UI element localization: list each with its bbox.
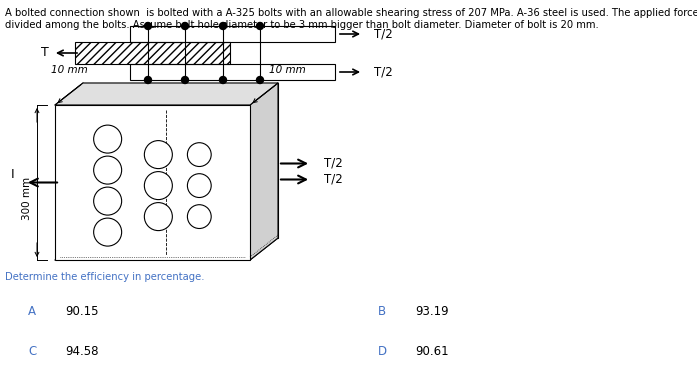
Circle shape: [187, 143, 211, 166]
Circle shape: [187, 174, 211, 197]
Bar: [75, 42, 230, 64]
Bar: [130, 26, 335, 42]
Bar: [55, 105, 250, 260]
Text: 94.58: 94.58: [65, 345, 98, 358]
Circle shape: [181, 23, 188, 29]
Circle shape: [187, 205, 211, 229]
Text: T/2: T/2: [374, 28, 392, 40]
Text: T/2: T/2: [323, 173, 342, 186]
Circle shape: [93, 218, 122, 246]
Polygon shape: [55, 83, 278, 105]
Circle shape: [256, 23, 263, 29]
Circle shape: [220, 76, 227, 83]
Text: T/2: T/2: [323, 157, 342, 170]
Circle shape: [144, 171, 172, 199]
Circle shape: [220, 23, 227, 29]
Text: 300 mm: 300 mm: [22, 177, 32, 220]
Text: Determine the efficiency in percentage.: Determine the efficiency in percentage.: [5, 272, 204, 282]
Circle shape: [93, 187, 122, 215]
Circle shape: [93, 125, 122, 153]
Text: T: T: [41, 47, 49, 59]
Text: A: A: [28, 305, 36, 318]
Bar: [83, 83, 278, 238]
Circle shape: [144, 203, 172, 230]
Text: 10 mm: 10 mm: [269, 65, 306, 75]
Text: 90.61: 90.61: [415, 345, 449, 358]
Text: 93.19: 93.19: [415, 305, 449, 318]
Circle shape: [144, 76, 151, 83]
Text: D: D: [378, 345, 387, 358]
Text: I: I: [11, 168, 15, 181]
Text: T/2: T/2: [374, 66, 392, 78]
Text: divided among the bolts. Assume bolt hole diameter to be 3 mm bigger than bolt d: divided among the bolts. Assume bolt hol…: [5, 20, 599, 30]
Circle shape: [144, 140, 172, 169]
Circle shape: [93, 156, 122, 184]
Circle shape: [144, 23, 151, 29]
Circle shape: [181, 76, 188, 83]
Text: 90.15: 90.15: [65, 305, 98, 318]
Text: B: B: [378, 305, 386, 318]
Bar: [130, 64, 335, 80]
Text: A bolted connection shown  is bolted with a A-325 bolts with an allowable sheari: A bolted connection shown is bolted with…: [5, 8, 697, 18]
Polygon shape: [250, 83, 278, 260]
Text: 10 mm: 10 mm: [51, 65, 88, 75]
Circle shape: [256, 76, 263, 83]
Text: C: C: [28, 345, 36, 358]
